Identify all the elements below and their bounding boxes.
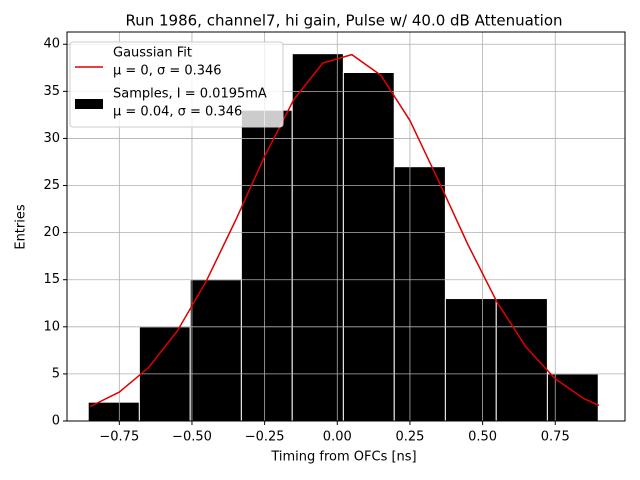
x-tick-label: 0.00 xyxy=(323,430,352,445)
bar xyxy=(495,298,548,422)
y-axis-label: Entries xyxy=(14,204,29,250)
legend-box xyxy=(69,41,284,128)
bar xyxy=(444,298,497,422)
legend-swatch xyxy=(75,99,103,109)
legend-label: μ = 0, σ = 0.346 xyxy=(113,64,222,79)
y-tick-label: 10 xyxy=(43,319,60,334)
x-tick-label: −0.25 xyxy=(245,430,285,445)
bar xyxy=(291,53,344,422)
chart-title: Run 1986, channel7, hi gain, Pulse w/ 40… xyxy=(125,12,562,30)
x-tick-label: 0.25 xyxy=(395,430,424,445)
fit-line xyxy=(89,53,600,408)
bar xyxy=(393,166,446,422)
y-tick-label: 5 xyxy=(52,366,60,381)
y-tick-label: 35 xyxy=(43,84,60,99)
legend-label: Samples, I = 0.0195mA xyxy=(113,87,267,102)
x-tick-label: 0.50 xyxy=(468,430,497,445)
y-tick-label: 20 xyxy=(43,225,60,240)
x-tick-label: −0.75 xyxy=(99,430,139,445)
bar xyxy=(240,109,293,422)
plot-frame xyxy=(66,31,626,422)
legend-label: μ = 0.04, σ = 0.346 xyxy=(113,105,242,120)
y-tick-label: 30 xyxy=(43,131,60,146)
y-tick-label: 0 xyxy=(52,414,60,429)
bar xyxy=(342,72,395,422)
y-tick-label: 40 xyxy=(43,37,60,52)
bar xyxy=(189,279,242,422)
legend-label: Gaussian Fit xyxy=(113,46,192,61)
bar xyxy=(546,373,599,422)
y-tick-label: 15 xyxy=(43,272,60,287)
x-tick-label: −0.50 xyxy=(172,430,212,445)
bar xyxy=(87,401,140,422)
x-axis-label: Timing from OFCs [ns] xyxy=(270,450,416,465)
y-tick-label: 25 xyxy=(43,178,60,193)
x-tick-label: 0.75 xyxy=(541,430,570,445)
